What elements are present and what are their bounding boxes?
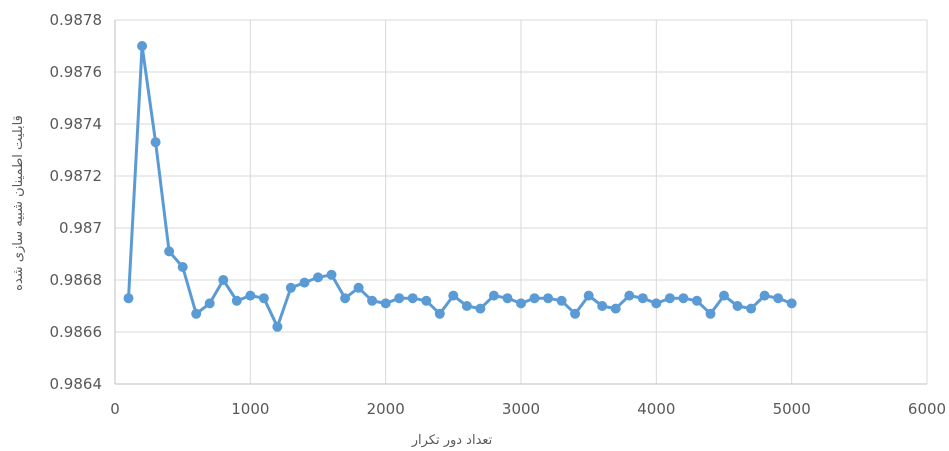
data-point	[543, 293, 554, 304]
data-point	[502, 293, 513, 304]
x-tick-label: 1000	[231, 400, 269, 418]
x-tick-labels: 0 1000 2000 3000 4000 5000 6000	[110, 400, 946, 418]
x-tick-label: 0	[110, 400, 120, 418]
data-point	[326, 269, 337, 280]
data-point	[705, 308, 716, 319]
data-point	[556, 295, 567, 306]
data-point	[637, 293, 648, 304]
y-tick-label: 0.9874	[50, 115, 103, 133]
data-point	[434, 308, 445, 319]
data-point	[583, 290, 594, 301]
data-point	[624, 290, 635, 301]
data-point	[597, 301, 608, 311]
y-tick-label: 0.9866	[50, 323, 103, 341]
data-point	[123, 293, 134, 304]
data-point	[353, 282, 364, 293]
data-point	[204, 298, 215, 309]
data-point	[137, 41, 148, 51]
y-tick-label: 0.9864	[50, 375, 103, 393]
data-point	[475, 303, 486, 314]
data-point	[394, 293, 405, 304]
y-tick-label: 0.9872	[50, 167, 103, 185]
x-tick-label: 3000	[502, 400, 540, 418]
y-axis-title: قابلیت اطمینان شبیه سازی شده	[11, 115, 26, 291]
data-point	[759, 290, 770, 301]
data-point	[461, 301, 472, 311]
data-point	[272, 321, 283, 332]
data-point	[746, 303, 757, 314]
data-point	[231, 295, 242, 306]
y-tick-label: 0.9868	[50, 271, 103, 289]
x-tick-label: 6000	[908, 400, 946, 418]
data-point	[448, 290, 459, 301]
data-point	[177, 262, 188, 272]
data-point	[664, 293, 675, 304]
data-point	[367, 295, 378, 306]
data-point	[773, 293, 784, 304]
data-points	[123, 41, 797, 332]
data-point	[245, 290, 256, 301]
data-point	[150, 137, 161, 148]
data-point	[529, 293, 540, 304]
data-point	[164, 246, 175, 257]
data-point	[651, 298, 662, 309]
data-point	[610, 303, 621, 314]
y-tick-label: 0.987	[59, 219, 102, 237]
y-tick-label: 0.9876	[50, 63, 103, 81]
data-point	[691, 295, 702, 306]
data-point	[340, 293, 351, 304]
data-point	[258, 293, 269, 304]
data-point	[678, 293, 689, 304]
series-line	[127, 44, 794, 329]
data-point	[285, 282, 296, 293]
data-point	[488, 290, 499, 301]
data-point	[786, 298, 797, 309]
data-point	[380, 298, 391, 309]
data-point	[732, 301, 743, 311]
x-tick-label: 4000	[637, 400, 675, 418]
data-point	[407, 293, 418, 304]
x-axis-title: تعداد دور تکرار	[411, 433, 493, 448]
data-point	[313, 272, 323, 283]
x-tick-label: 2000	[367, 400, 405, 418]
y-tick-label: 0.9878	[50, 11, 103, 29]
y-tick-labels: 0.9864 0.9866 0.9868 0.987 0.9872 0.9874 0.987…	[50, 11, 103, 393]
data-point	[421, 295, 432, 306]
data-point	[516, 298, 526, 309]
grid-lines	[115, 19, 928, 384]
data-point	[299, 277, 310, 288]
series-line-group	[127, 44, 794, 329]
data-point	[570, 308, 581, 319]
data-point	[191, 308, 202, 319]
data-point	[719, 290, 729, 301]
x-tick-label: 5000	[773, 400, 811, 418]
axes	[114, 20, 927, 385]
data-point	[218, 275, 229, 285]
